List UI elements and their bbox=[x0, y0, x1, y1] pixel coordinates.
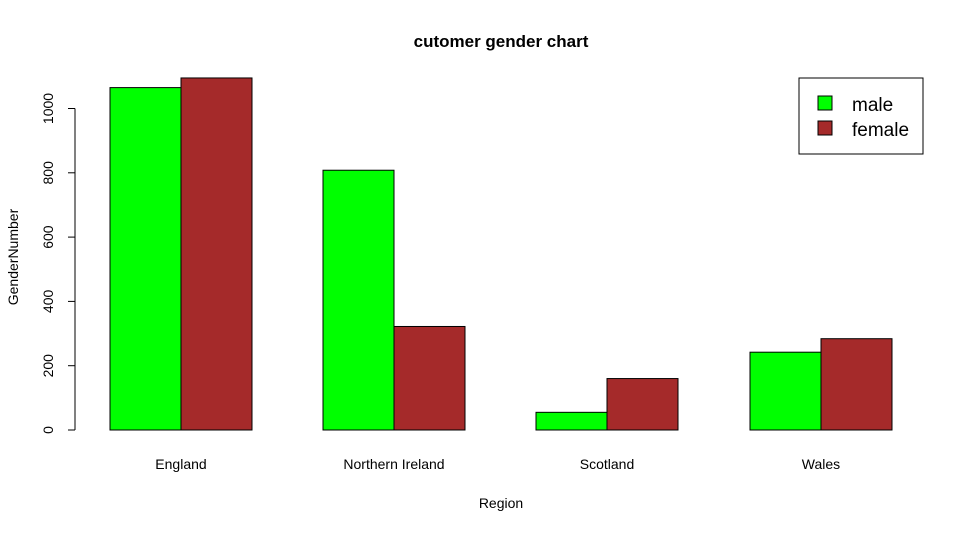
y-tick-label: 800 bbox=[40, 161, 56, 185]
x-tick-label: Northern Ireland bbox=[343, 456, 444, 472]
y-ticks: 0 200 400 600 800 1000 bbox=[40, 93, 75, 434]
bar-male-england bbox=[109, 87, 182, 431]
y-axis: 0 200 400 600 800 1000 bbox=[40, 93, 76, 434]
legend-swatch-female bbox=[817, 120, 833, 136]
bar-female-scotland bbox=[606, 378, 679, 431]
chart-title: cutomer gender chart bbox=[414, 32, 589, 51]
x-tick-label: Wales bbox=[802, 456, 840, 472]
y-tick-label: 1000 bbox=[40, 93, 56, 124]
x-tick-labels: England Northern Ireland Scotland Wales bbox=[155, 456, 840, 472]
x-tick-label: England bbox=[155, 456, 206, 472]
legend-box bbox=[798, 77, 924, 155]
bar-male-wales bbox=[749, 351, 822, 431]
bar-female-england bbox=[180, 77, 253, 431]
bar-female-wales bbox=[820, 338, 893, 431]
y-tick-label: 0 bbox=[40, 426, 56, 434]
y-tick-label: 600 bbox=[40, 225, 56, 249]
legend: male female bbox=[798, 77, 924, 155]
y-tick-label: 200 bbox=[40, 354, 56, 378]
y-axis-label: GenderNumber bbox=[5, 208, 21, 305]
bar-male-scotland bbox=[535, 411, 608, 431]
legend-label-female: female bbox=[852, 120, 909, 141]
legend-swatch-male bbox=[817, 95, 833, 111]
x-tick-label: Scotland bbox=[580, 456, 634, 472]
x-axis-label: Region bbox=[479, 495, 523, 511]
bars bbox=[109, 77, 893, 431]
bar-female-northern-ireland bbox=[393, 325, 466, 431]
legend-label-male: male bbox=[852, 95, 893, 116]
y-tick-label: 400 bbox=[40, 290, 56, 314]
bar-male-northern-ireland bbox=[322, 169, 395, 431]
